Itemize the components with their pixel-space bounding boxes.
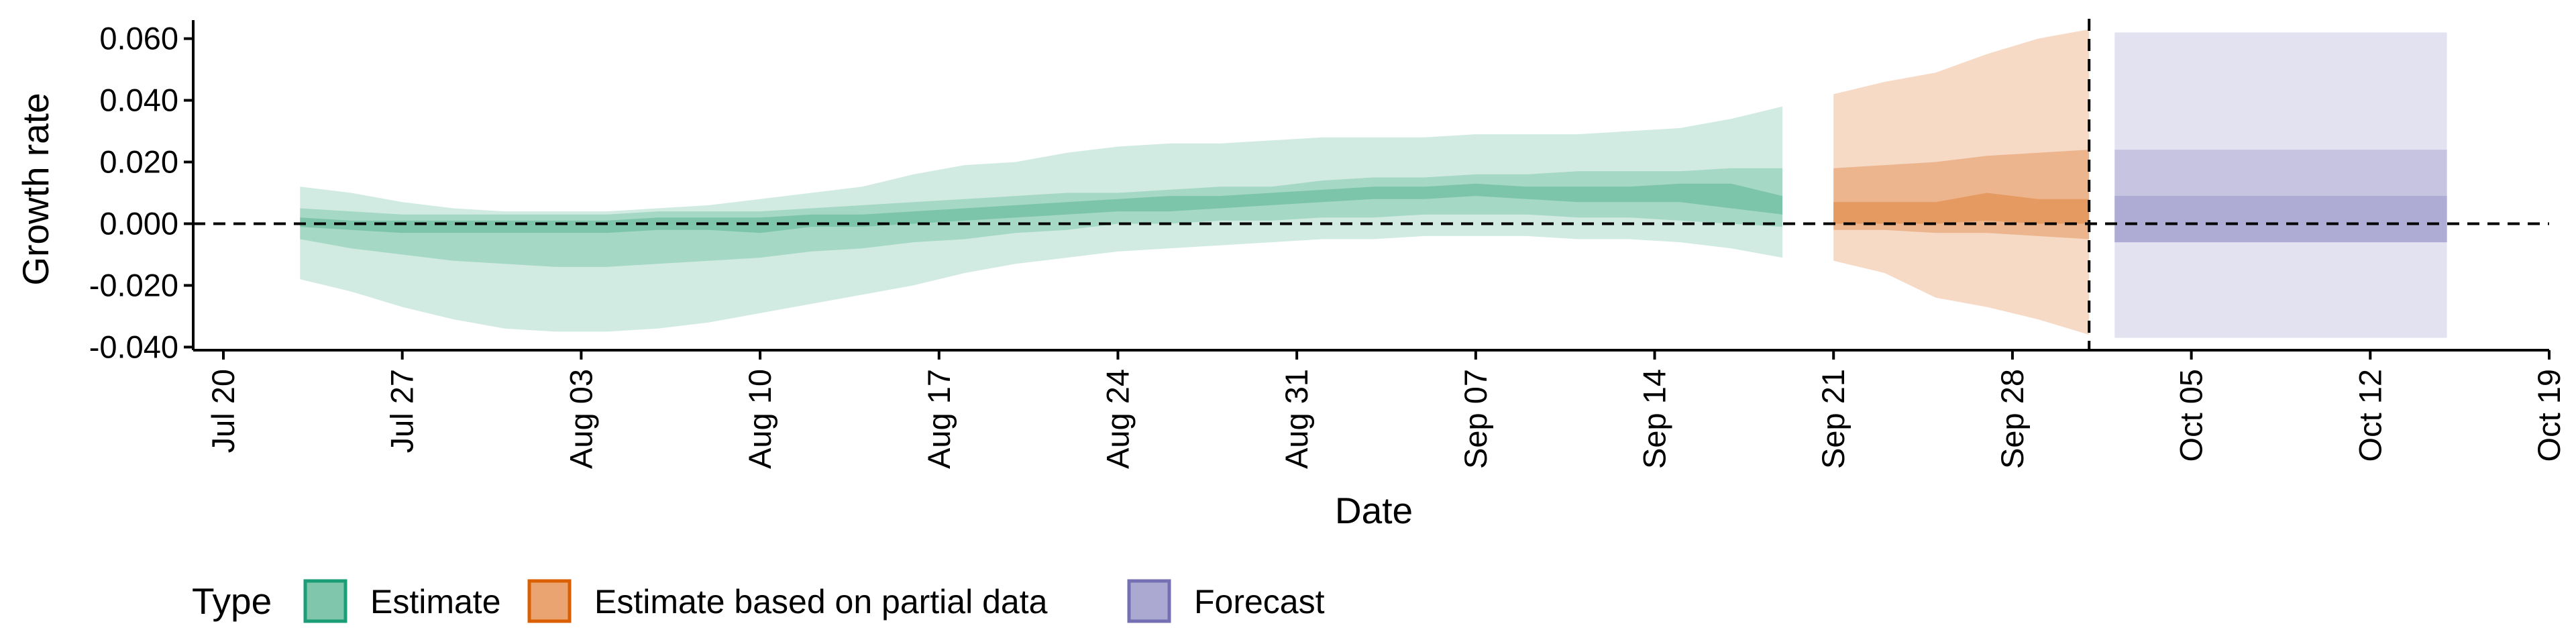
y-axis-title: Growth rate	[15, 93, 56, 285]
legend-swatch	[527, 579, 572, 623]
x-tick-label: Oct 05	[2174, 369, 2209, 462]
y-tick-label: -0.040	[89, 329, 178, 364]
legend-swatch	[1127, 579, 1171, 623]
x-tick-label: Sep 07	[1458, 369, 1493, 469]
x-tick-label: Sep 21	[1815, 369, 1851, 469]
x-tick-label: Oct 19	[2531, 369, 2567, 462]
x-tick-label: Aug 17	[921, 369, 957, 469]
x-tick-label: Aug 31	[1279, 369, 1314, 469]
series-0-inner-band	[300, 183, 1782, 233]
y-tick-label: 0.040	[99, 83, 178, 118]
series-1-ribbons	[1833, 29, 2090, 335]
y-tick-label: 0.000	[99, 205, 178, 241]
x-tick-label: Aug 24	[1100, 369, 1136, 469]
x-tick-label: Aug 03	[563, 369, 598, 469]
series-1-inner-band	[1833, 193, 2090, 224]
y-tick-label: 0.060	[99, 21, 178, 56]
y-tick-label: 0.020	[99, 144, 178, 180]
legend-label: Forecast	[1194, 583, 1325, 621]
x-tick-label: Sep 14	[1637, 369, 1672, 469]
ribbon-layer	[300, 29, 2447, 338]
legend-label: Estimate based on partial data	[594, 583, 1048, 621]
legend-item-1: Estimate based on partial data	[527, 579, 1048, 623]
y-tick-label: -0.020	[89, 267, 178, 303]
x-axis-title: Date	[1335, 490, 1413, 531]
x-tick-label: Jul 20	[205, 369, 241, 453]
axes: -0.040 -0.020 0.000 0.020 0.040 0.060 Jul 20 Ju…	[89, 20, 2567, 469]
reference-lines	[193, 19, 2549, 350]
legend-title: Type	[192, 580, 272, 622]
x-tick-label: Aug 10	[742, 369, 777, 469]
series-2-inner-band	[2114, 196, 2447, 243]
legend-label: Estimate	[370, 583, 501, 621]
x-tick-label: Jul 27	[384, 369, 420, 453]
legend: Type Estimate Estimate based on partial d…	[192, 579, 1325, 623]
legend-item-2: Forecast	[1127, 579, 1325, 623]
series-0-ribbons	[300, 106, 1782, 332]
x-tick-label: Sep 28	[1994, 369, 2030, 469]
legend-swatch	[303, 579, 347, 623]
legend-item-0: Estimate	[303, 579, 501, 623]
x-tick-label: Oct 12	[2352, 369, 2387, 462]
series-2-ribbons	[2114, 32, 2447, 338]
